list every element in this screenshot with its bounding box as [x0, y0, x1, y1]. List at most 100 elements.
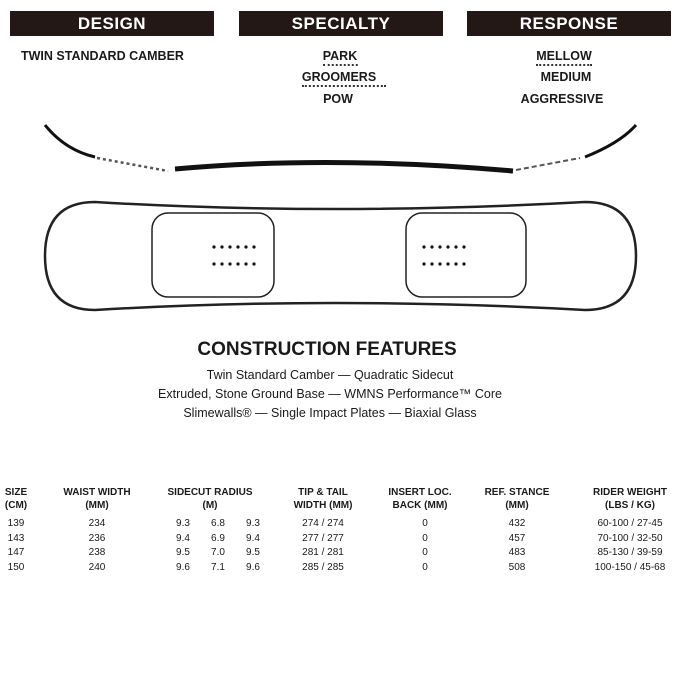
response-mellow: MELLOW — [536, 49, 592, 66]
construction-title: CONSTRUCTION FEATURES — [197, 339, 457, 360]
insert-hole — [212, 245, 216, 249]
insert-hole — [462, 245, 466, 249]
insert-hole — [220, 245, 224, 249]
insert-hole — [220, 262, 224, 266]
tail-rocker-line — [584, 123, 638, 159]
table-cell: 9.3 — [246, 518, 260, 529]
table-cell: 143 — [7, 532, 25, 544]
rear-binding-pad — [405, 212, 527, 298]
tip-contact-dashes — [96, 156, 169, 173]
insert-hole — [446, 262, 450, 266]
front-binding-pad — [151, 212, 275, 298]
table-cell: 6.9 — [211, 532, 225, 544]
table-cell: 70-100 / 32-50 — [597, 532, 663, 544]
table-cell: 0 — [422, 518, 428, 529]
table-cell: 7.1 — [211, 562, 225, 574]
column-header: WAIST WIDTH — [63, 487, 131, 498]
design-value: TWIN STANDARD CAMBER — [21, 49, 184, 63]
camber-profile-diagram — [43, 123, 638, 174]
table-cell: 9.5 — [246, 547, 260, 559]
column-header: (MM) — [85, 500, 109, 511]
table-cell: 457 — [508, 532, 526, 544]
table-cell: 240 — [88, 562, 106, 574]
insert-hole — [438, 245, 442, 249]
column-header: (LBS / KG) — [605, 500, 655, 511]
insert-hole — [252, 245, 256, 249]
insert-hole — [244, 245, 248, 249]
insert-hole — [236, 245, 240, 249]
insert-hole — [454, 262, 458, 266]
column-header: WIDTH (MM) — [293, 500, 353, 511]
construction-line: Slimewalls® — Single Impact Plates — Bia… — [183, 406, 477, 420]
column-header: (M) — [202, 500, 218, 511]
specialty-pow: POW — [323, 92, 353, 106]
column-header: REF. STANCE — [484, 487, 550, 498]
table-cell: 9.5 — [176, 547, 190, 559]
column-header: BACK (MM) — [392, 500, 448, 511]
insert-hole — [422, 262, 426, 266]
board-outline — [43, 200, 638, 312]
specialty-header: SPECIALTY — [239, 11, 443, 36]
table-cell: 238 — [88, 547, 106, 559]
insert-hole — [212, 262, 216, 266]
snowboard-top-view — [43, 200, 638, 312]
table-cell: 60-100 / 27-45 — [597, 518, 663, 529]
table-cell: 236 — [88, 532, 106, 544]
construction-line: Twin Standard Camber — Quadratic Sidecut — [206, 368, 454, 382]
table-cell: 9.4 — [176, 532, 190, 544]
column-header: SIDECUT RADIUS — [167, 487, 253, 498]
response-aggressive: AGGRESSIVE — [520, 92, 604, 106]
table-cell: 0 — [422, 547, 428, 559]
tip-rocker-line — [43, 124, 96, 159]
table-cell: 7.0 — [211, 547, 225, 559]
design-header: DESIGN — [10, 11, 214, 36]
insert-hole — [236, 262, 240, 266]
insert-hole — [438, 262, 442, 266]
column-header: (CM) — [4, 500, 28, 511]
insert-hole — [430, 245, 434, 249]
column-header: RIDER WEIGHT — [593, 487, 667, 498]
insert-hole — [430, 262, 434, 266]
insert-hole — [454, 245, 458, 249]
table-cell: 0 — [422, 562, 428, 574]
table-cell: 150 — [7, 562, 25, 574]
insert-hole — [228, 262, 232, 266]
table-cell: 285 / 285 — [302, 562, 344, 574]
specialty-groomers: GROOMERS — [301, 70, 387, 87]
insert-hole — [252, 262, 256, 266]
insert-hole — [422, 245, 426, 249]
column-header: TIP & TAIL — [298, 487, 348, 498]
table-cell: 100-150 / 45-68 — [594, 562, 666, 574]
table-cell: 234 — [88, 518, 106, 529]
specialty-park: PARK — [322, 49, 358, 66]
insert-hole — [446, 245, 450, 249]
table-cell: 274 / 274 — [302, 518, 344, 529]
table-cell: 9.4 — [246, 532, 260, 544]
table-cell: 0 — [422, 532, 428, 544]
table-cell: 9.6 — [176, 562, 190, 574]
table-cell: 139 — [7, 518, 25, 529]
response-medium: MEDIUM — [540, 70, 592, 84]
column-header: INSERT LOC. — [388, 487, 452, 498]
table-cell: 508 — [508, 562, 526, 574]
construction-line: Extruded, Stone Ground Base — WMNS Perfo… — [158, 387, 502, 401]
insert-holes — [212, 245, 466, 266]
table-cell: 85-130 / 39-59 — [597, 547, 663, 559]
table-cell: 6.8 — [211, 518, 225, 529]
tail-contact-dashes — [515, 157, 581, 171]
table-cell: 432 — [508, 518, 526, 529]
table-cell: 277 / 277 — [302, 532, 344, 544]
column-header: (MM) — [505, 500, 529, 511]
insert-hole — [462, 262, 466, 266]
table-cell: 147 — [7, 547, 25, 559]
table-cell: 281 / 281 — [302, 547, 344, 559]
table-cell: 9.6 — [246, 562, 260, 574]
column-header: SIZE — [4, 487, 28, 498]
response-header: RESPONSE — [467, 11, 671, 36]
insert-hole — [244, 262, 248, 266]
table-cell: 9.3 — [176, 518, 190, 529]
table-cell: 483 — [508, 547, 526, 559]
insert-hole — [228, 245, 232, 249]
camber-base-line — [174, 159, 514, 174]
